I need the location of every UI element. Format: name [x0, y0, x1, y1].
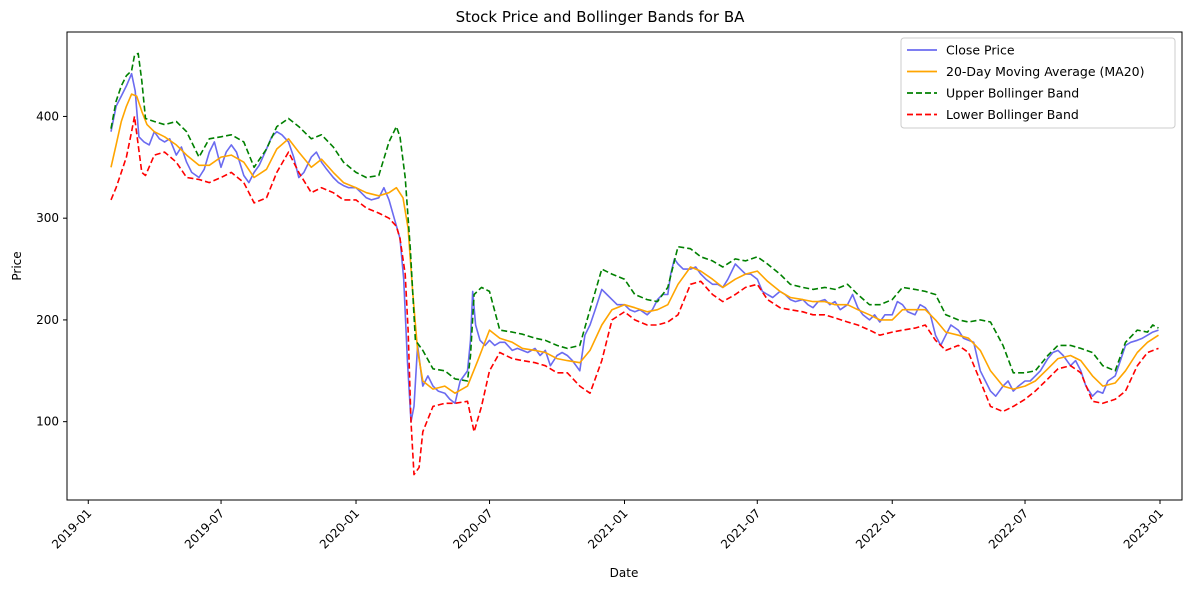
legend-label-0: Close Price [946, 43, 1015, 58]
series-line-2 [110, 52, 1159, 382]
y-tick-label-3: 400 [36, 109, 59, 123]
y-axis-label: Price [10, 251, 24, 280]
x-axis-label: Date [610, 566, 639, 580]
y-tick-label-2: 300 [36, 211, 59, 225]
legend: Close Price 20-Day Moving Average (MA20) U… [900, 37, 1176, 129]
y-tick-label-0: 100 [36, 415, 59, 429]
chart-title: Stock Price and Bollinger Bands for BA [456, 8, 746, 26]
plot-frame [66, 31, 1183, 501]
y-tick-label-1: 200 [36, 313, 59, 327]
series-line-3 [110, 115, 1159, 476]
legend-label-2: Upper Bollinger Band [946, 86, 1079, 101]
series-line-1 [110, 93, 1159, 394]
legend-label-1: 20-Day Moving Average (MA20) [946, 64, 1145, 79]
legend-label-3: Lower Bollinger Band [946, 107, 1079, 122]
legend-box [900, 37, 1176, 129]
